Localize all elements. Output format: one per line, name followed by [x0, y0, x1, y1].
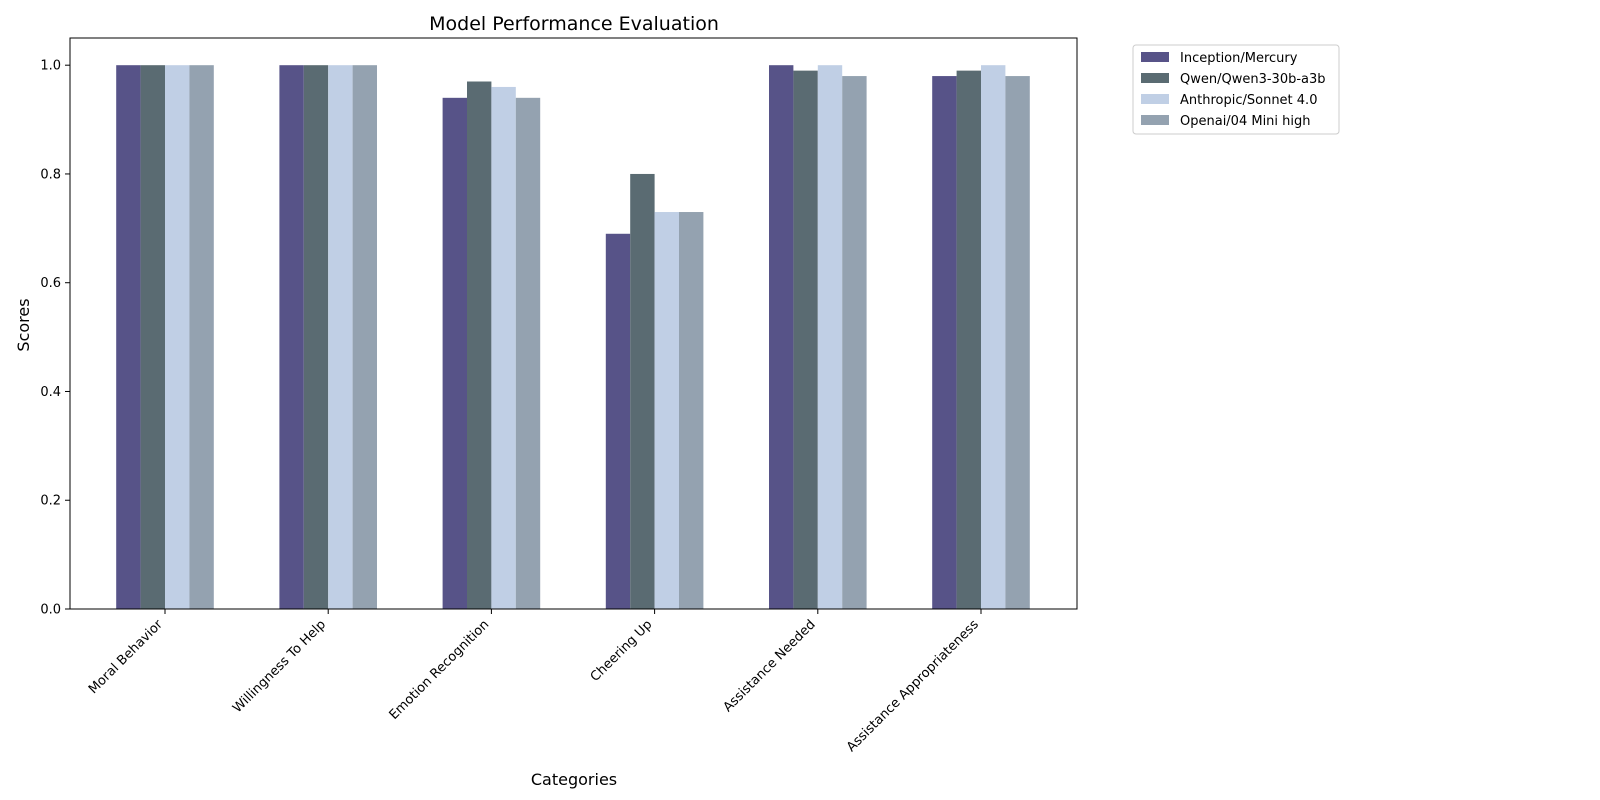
bar-3-5 [1005, 76, 1030, 610]
bar-0-5 [932, 76, 957, 610]
x-axis: Moral Behavior Willingness To Help Emotion… [86, 609, 982, 755]
legend-frame [1132, 44, 1340, 135]
bar-3-3 [679, 212, 704, 609]
bar-1-0 [140, 65, 165, 609]
x-tick-label: Emotion Recognition [387, 617, 493, 723]
legend-swatch [1141, 94, 1169, 104]
bar-1-3 [630, 173, 655, 609]
legend-swatch [1141, 52, 1169, 62]
bar-2-2 [491, 86, 516, 609]
bar-1-5 [956, 70, 981, 610]
bar-3-2 [515, 97, 541, 610]
bar-2-4 [817, 65, 843, 609]
bar-0-1 [279, 65, 304, 609]
bar-3-0 [189, 65, 214, 609]
bar-2-0 [165, 65, 190, 609]
bar-0-0 [116, 65, 141, 609]
legend-label: Inception/Mercury [1180, 51, 1298, 66]
bar-1-1 [303, 65, 329, 609]
legend-swatch [1141, 115, 1169, 125]
legend-swatch [1141, 73, 1169, 83]
bar-3-1 [352, 65, 377, 609]
y-tick-label: 0.0 [40, 603, 61, 618]
x-tick-label: Assistance Needed [721, 617, 819, 715]
bar-1-2 [467, 81, 492, 609]
bars-group [116, 65, 1030, 610]
chart-title: Model Performance Evaluation [429, 13, 719, 35]
y-tick-label: 0.4 [40, 385, 61, 400]
bar-0-4 [769, 65, 794, 609]
bar-0-2 [442, 97, 467, 610]
bar-2-1 [328, 65, 353, 609]
legend-label: Anthropic/Sonnet 4.0 [1180, 93, 1317, 108]
bar-0-3 [605, 233, 631, 609]
x-axis-label: Categories [531, 770, 617, 789]
y-axis: 0.0 0.2 0.4 0.6 0.8 1.0 [40, 59, 70, 618]
x-tick-label: Assistance Appropriateness [844, 617, 982, 755]
legend-label: Qwen/Qwen3-30b-a3b [1180, 72, 1326, 87]
y-axis-label: Scores [14, 298, 33, 351]
bar-3-4 [842, 76, 867, 610]
plot-frame [69, 37, 1078, 610]
y-tick-label: 1.0 [40, 59, 61, 74]
y-tick-label: 0.6 [40, 276, 61, 291]
y-tick-label: 0.8 [40, 167, 61, 182]
legend-label: Openai/04 Mini high [1180, 114, 1311, 129]
x-tick-label: Willingness To Help [230, 617, 329, 716]
legend: Inception/Mercury Qwen/Qwen3-30b-a3b Anthr… [1132, 44, 1340, 135]
y-tick-label: 0.2 [40, 494, 61, 509]
x-tick-label: Cheering Up [588, 617, 656, 685]
bar-2-3 [654, 212, 679, 609]
bar-1-4 [793, 70, 818, 610]
x-tick-label: Moral Behavior [86, 617, 166, 697]
bar-2-5 [981, 65, 1006, 609]
